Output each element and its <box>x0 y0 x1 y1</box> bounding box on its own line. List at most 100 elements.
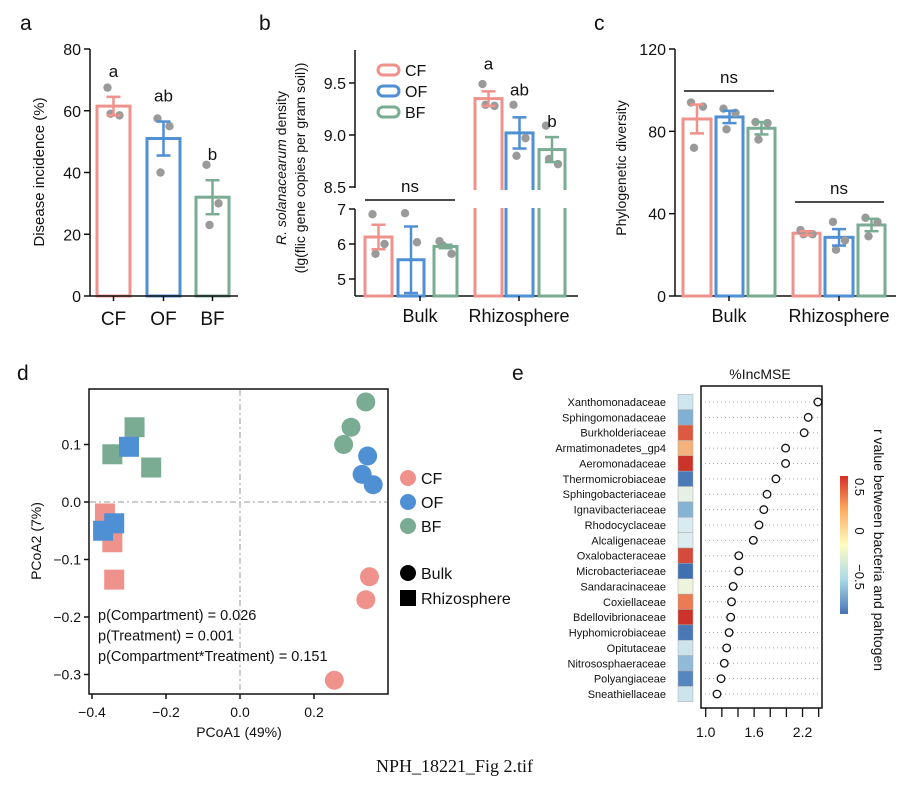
colorbar-tick-label-e: 0 <box>852 527 867 534</box>
point-a-BF <box>202 160 211 169</box>
heatmap-cell-e <box>677 501 694 518</box>
bar-c-Bulk-OF <box>714 115 745 298</box>
point-d-bulk-CF <box>360 567 379 587</box>
heatmap-cell-e <box>677 593 694 610</box>
heatmap-cell-e <box>677 409 694 426</box>
ns-label-c-bulk: ns <box>720 68 738 87</box>
colorbar-e <box>840 476 848 614</box>
point-e <box>781 443 791 453</box>
point-b-CF <box>478 79 487 89</box>
legend-label-b-BF: BF <box>405 105 426 122</box>
y-tick-label-d: −0.2 <box>53 609 81 625</box>
point-d-rhizosphere-BF <box>124 417 145 438</box>
heatmap-cell-e <box>677 440 694 457</box>
y-tick-label-b: 5 <box>337 272 346 289</box>
family-label-e: Burkholderiaceae <box>580 428 666 440</box>
point-c-OF <box>722 125 731 134</box>
colorbar-tick-label-e: 0.5 <box>852 478 867 496</box>
point-b-OF <box>521 133 530 143</box>
bar-c-Rhizosphere-CF <box>791 231 822 298</box>
point-d-bulk-BF <box>334 435 354 454</box>
point-b-CF <box>368 210 377 219</box>
y-tick-label-a: 40 <box>63 166 81 183</box>
point-a-BF <box>214 199 223 208</box>
family-label-e: Rhodocyclaceae <box>585 520 666 532</box>
x-tick-label-c: Bulk <box>711 306 747 326</box>
figure-caption: NPH_18221_Fig 2.tif <box>375 756 534 776</box>
ns-label-b: ns <box>401 177 419 196</box>
point-a-OF <box>165 121 174 131</box>
x-tick-label-e: 1.0 <box>696 724 716 740</box>
point-e <box>734 551 744 561</box>
y-axis-label-c: Phylogenetic diversity <box>613 100 629 235</box>
family-label-e: Microbacteriaceae <box>576 566 666 578</box>
x-tick-label-b: Bulk <box>402 306 438 326</box>
heatmap-cell-e <box>677 563 694 580</box>
point-d-rhizosphere-OF <box>93 520 114 541</box>
y-tick-label-a: 20 <box>63 227 81 244</box>
ns-label-c-rhizosphere: ns <box>830 179 848 198</box>
y-axis-label-b-units: (lg(flic gene copies per gram soil)) <box>292 63 308 274</box>
legend-label-b-OF: OF <box>405 84 427 101</box>
point-c-CF <box>689 143 699 152</box>
x-tick-label-d: 0.2 <box>304 704 324 720</box>
point-d-bulk-BF <box>341 417 361 437</box>
bar-a-CF <box>95 104 132 298</box>
point-b-BF <box>541 121 551 130</box>
legend-label-d-OF: OF <box>421 495 443 512</box>
y-tick-label-c: 120 <box>639 42 666 59</box>
point-b-CF <box>380 239 389 249</box>
heatmap-cell-e <box>677 455 694 472</box>
x-tick-label-d: 0.0 <box>230 704 250 720</box>
x-tick-label-b: Rhizosphere <box>468 306 569 326</box>
family-label-e: Coxiellaceae <box>603 597 666 609</box>
y-axis-label-a: Disease incidence (%) <box>31 97 48 246</box>
y-axis-label-b-species: R. solanacearum <box>273 139 289 245</box>
point-d-bulk-CF <box>324 670 344 690</box>
sig-letter-b-CF: a <box>484 54 494 73</box>
x-tick-label-a-BF: BF <box>200 309 224 330</box>
sig-letter-a-BF: b <box>208 145 217 164</box>
heatmap-cell-e <box>677 639 694 656</box>
heatmap-cell-e <box>677 547 694 564</box>
heatmap-cell-e <box>677 532 694 549</box>
family-label-e: Thermomicrobiaceae <box>563 474 666 486</box>
y-tick-label-a: 0 <box>72 289 81 306</box>
y-tick-label-c: 80 <box>648 124 666 141</box>
y-tick-label-a: 80 <box>63 42 81 59</box>
family-label-e: Alcaligenaceae <box>591 535 666 547</box>
x-tick-label-d: −0.2 <box>152 704 180 720</box>
point-d-rhizosphere-BF <box>141 457 162 478</box>
point-e <box>748 535 758 545</box>
family-label-e: Armatimonadetes_gp4 <box>555 443 666 455</box>
family-label-e: Aeromonadaceae <box>579 458 666 470</box>
y-tick-label-d: 0.0 <box>62 494 82 510</box>
legend-label-b-CF: CF <box>405 63 427 80</box>
y-tick-label-d: −0.3 <box>53 667 81 683</box>
heatmap-cell-e <box>677 517 694 533</box>
legend-marker-d-BF <box>400 518 416 534</box>
x-tick-label-a-CF: CF <box>101 309 126 330</box>
panel-label-a: a <box>20 12 32 35</box>
bar-c-Bulk-BF <box>746 126 777 298</box>
family-label-e: Nitrososphaeraceae <box>568 658 666 670</box>
heatmap-cell-e <box>677 655 694 672</box>
family-label-e: Opitutaceae <box>607 643 666 655</box>
legend-label-d-CF: CF <box>421 471 443 488</box>
point-a-OF <box>156 168 165 177</box>
point-a-CF <box>103 83 112 92</box>
point-d-bulk-OF <box>363 475 383 495</box>
y-axis-label-d: PCoA2 (7%) <box>28 502 44 580</box>
point-b-OF <box>509 100 518 110</box>
family-label-e: Ignavibacteriaceae <box>574 505 666 517</box>
point-d-bulk-CF <box>356 590 376 610</box>
point-e <box>722 643 732 653</box>
y-tick-label-b: 6 <box>337 237 346 254</box>
point-d-bulk-BF <box>356 392 376 412</box>
family-label-e: Sandaracinaceae <box>580 581 666 593</box>
y-tick-label-b: 9.0 <box>324 128 346 145</box>
point-b-OF <box>512 151 521 160</box>
stat-text-d: p(Compartment) = 0.026 <box>98 608 256 624</box>
point-d-bulk-OF <box>358 446 378 466</box>
